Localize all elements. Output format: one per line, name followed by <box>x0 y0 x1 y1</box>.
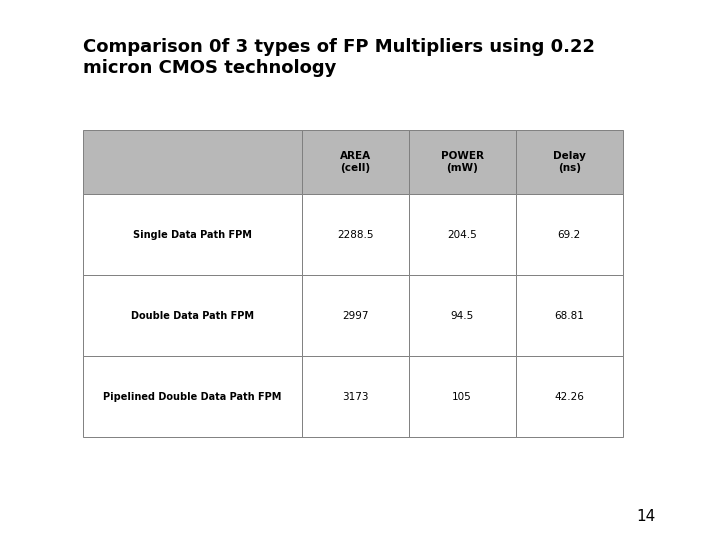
Text: 14: 14 <box>636 509 655 524</box>
Bar <box>516 194 623 275</box>
Text: 68.81: 68.81 <box>554 311 584 321</box>
Bar <box>83 130 302 194</box>
Bar <box>302 130 409 194</box>
Text: 204.5: 204.5 <box>447 230 477 240</box>
Text: 2288.5: 2288.5 <box>337 230 373 240</box>
Bar <box>83 275 302 356</box>
Bar <box>409 356 516 437</box>
Bar <box>302 194 409 275</box>
Text: Comparison 0f 3 types of FP Multipliers using 0.22
micron CMOS technology: Comparison 0f 3 types of FP Multipliers … <box>83 38 595 77</box>
Bar <box>516 275 623 356</box>
Text: 94.5: 94.5 <box>451 311 474 321</box>
Text: 42.26: 42.26 <box>554 392 584 402</box>
Text: AREA
(cell): AREA (cell) <box>340 151 371 173</box>
Text: Double Data Path FPM: Double Data Path FPM <box>130 311 253 321</box>
Bar <box>409 194 516 275</box>
Bar <box>516 356 623 437</box>
Text: POWER
(mW): POWER (mW) <box>441 151 484 173</box>
Text: Delay
(ns): Delay (ns) <box>553 151 585 173</box>
Bar <box>302 356 409 437</box>
Bar <box>409 130 516 194</box>
Text: 2997: 2997 <box>342 311 369 321</box>
Bar <box>83 194 302 275</box>
Text: Pipelined Double Data Path FPM: Pipelined Double Data Path FPM <box>103 392 282 402</box>
Text: 3173: 3173 <box>342 392 369 402</box>
Bar <box>516 130 623 194</box>
Text: 105: 105 <box>452 392 472 402</box>
Bar <box>83 356 302 437</box>
Text: 69.2: 69.2 <box>557 230 581 240</box>
Bar <box>302 275 409 356</box>
Text: Single Data Path FPM: Single Data Path FPM <box>132 230 251 240</box>
Bar <box>409 275 516 356</box>
